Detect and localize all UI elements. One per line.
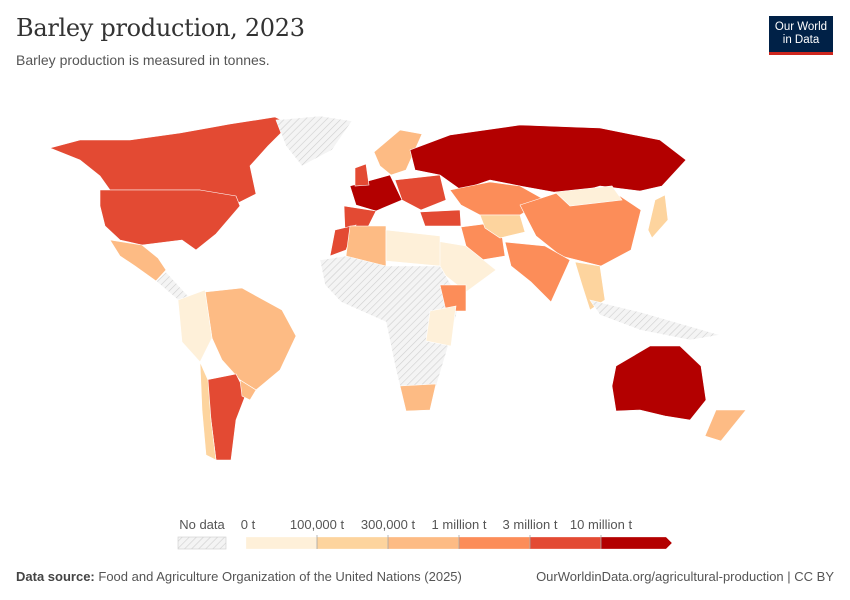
region-india[interactable] [504,241,571,303]
region-libya-egypt[interactable] [385,229,441,267]
region-japan[interactable] [647,194,669,239]
region-scandinavia[interactable] [373,129,423,176]
legend-swatch[interactable] [245,536,318,550]
legend-swatch[interactable] [529,536,602,550]
region-uruguay[interactable] [239,379,257,401]
legend-bin-label: 300,000 t [360,517,416,532]
legend-bin-label: 3 million t [502,517,558,532]
region-united-states[interactable] [99,189,241,251]
region-russia[interactable] [409,124,687,196]
chart-subtitle: Barley production is measured in tonnes. [16,52,270,68]
legend-no-data-swatch [177,536,227,550]
legend-bar [177,535,673,550]
region-eastern-europe[interactable] [394,174,447,211]
legend-swatch[interactable] [458,536,531,550]
legend-swatch[interactable] [387,536,460,550]
data-source: Data source: Food and Agriculture Organi… [16,569,462,584]
region-central-america[interactable] [155,271,191,301]
legend-bin-label: 100,000 t [289,517,345,532]
region-greenland[interactable] [275,115,353,167]
region-central-asia[interactable] [479,214,526,239]
region-turkey[interactable] [419,209,462,227]
legend-bin-label: 10 million t [569,517,633,532]
data-source-label: Data source: [16,569,95,584]
logo-line-1: Our World [774,21,828,33]
region-mongolia[interactable] [554,185,623,207]
region-united-kingdom[interactable] [354,163,370,187]
owid-logo[interactable]: Our World in Data [769,16,833,55]
data-source-text[interactable]: Food and Agriculture Organization of the… [98,569,462,584]
region-ethiopia[interactable] [439,284,467,312]
region-east-africa[interactable] [425,305,457,347]
legend-bin-label: 0 t [240,517,256,532]
region-indonesia[interactable] [589,299,721,341]
legend-swatch[interactable] [600,536,673,550]
region-brazil[interactable] [204,287,297,391]
region-andean-south-america[interactable] [177,289,213,363]
logo-line-2: in Data [782,34,820,46]
region-south-africa[interactable] [399,383,437,412]
region-chile[interactable] [199,361,217,461]
world-map[interactable] [0,100,850,500]
legend-no-data-label: No data [179,517,225,532]
footer-url[interactable]: OurWorldinData.org/agricultural-producti… [536,569,834,584]
region-canada[interactable] [49,116,291,205]
legend-bin-label: 1 million t [431,517,487,532]
region-mexico[interactable] [109,239,167,282]
legend-swatch[interactable] [316,536,389,550]
region-australia[interactable] [611,345,707,421]
region-new-zealand[interactable] [704,409,747,442]
chart-title: Barley production, 2023 [16,14,305,42]
